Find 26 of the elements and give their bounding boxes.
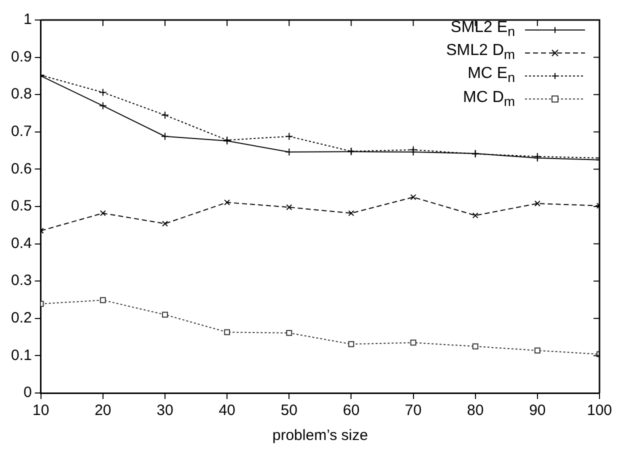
- x-tick-label: 90: [529, 402, 546, 420]
- x-tick-label: 30: [156, 402, 174, 420]
- x-tick-label: 70: [404, 402, 422, 420]
- legend-label: SML2 D$_{m}$: [446, 41, 515, 64]
- y-tick-label: 0.9: [10, 48, 32, 66]
- y-tick-label: 0.1: [10, 346, 32, 364]
- legend-label: MC D$_{m}$: [463, 88, 515, 111]
- x-axis-title: problem’s size: [272, 427, 368, 444]
- y-tick-label: 0.7: [10, 123, 32, 140]
- y-tick-label: 0.3: [10, 272, 32, 290]
- y-tick-label: 0.2: [10, 310, 32, 327]
- y-tick-label: 0.8: [10, 86, 32, 103]
- x-tick-label: 20: [94, 402, 112, 420]
- y-tick-label: 0.4: [10, 234, 32, 252]
- x-tick-label: 50: [280, 402, 298, 420]
- x-tick-label: 10: [32, 402, 50, 420]
- x-tick-label: 100: [586, 402, 612, 420]
- y-tick-label: 0: [24, 384, 32, 402]
- x-tick-label: 60: [342, 402, 360, 420]
- y-tick-label: 1: [24, 11, 32, 28]
- x-tick-label: 80: [467, 402, 484, 420]
- y-tick-label: 0.5: [10, 198, 32, 215]
- y-tick-label: 0.6: [10, 160, 32, 178]
- legend-label: MC E$_{n}$: [468, 64, 515, 88]
- x-tick-label: 40: [218, 402, 236, 420]
- legend-label: SML2 E$_{n}$: [450, 18, 515, 42]
